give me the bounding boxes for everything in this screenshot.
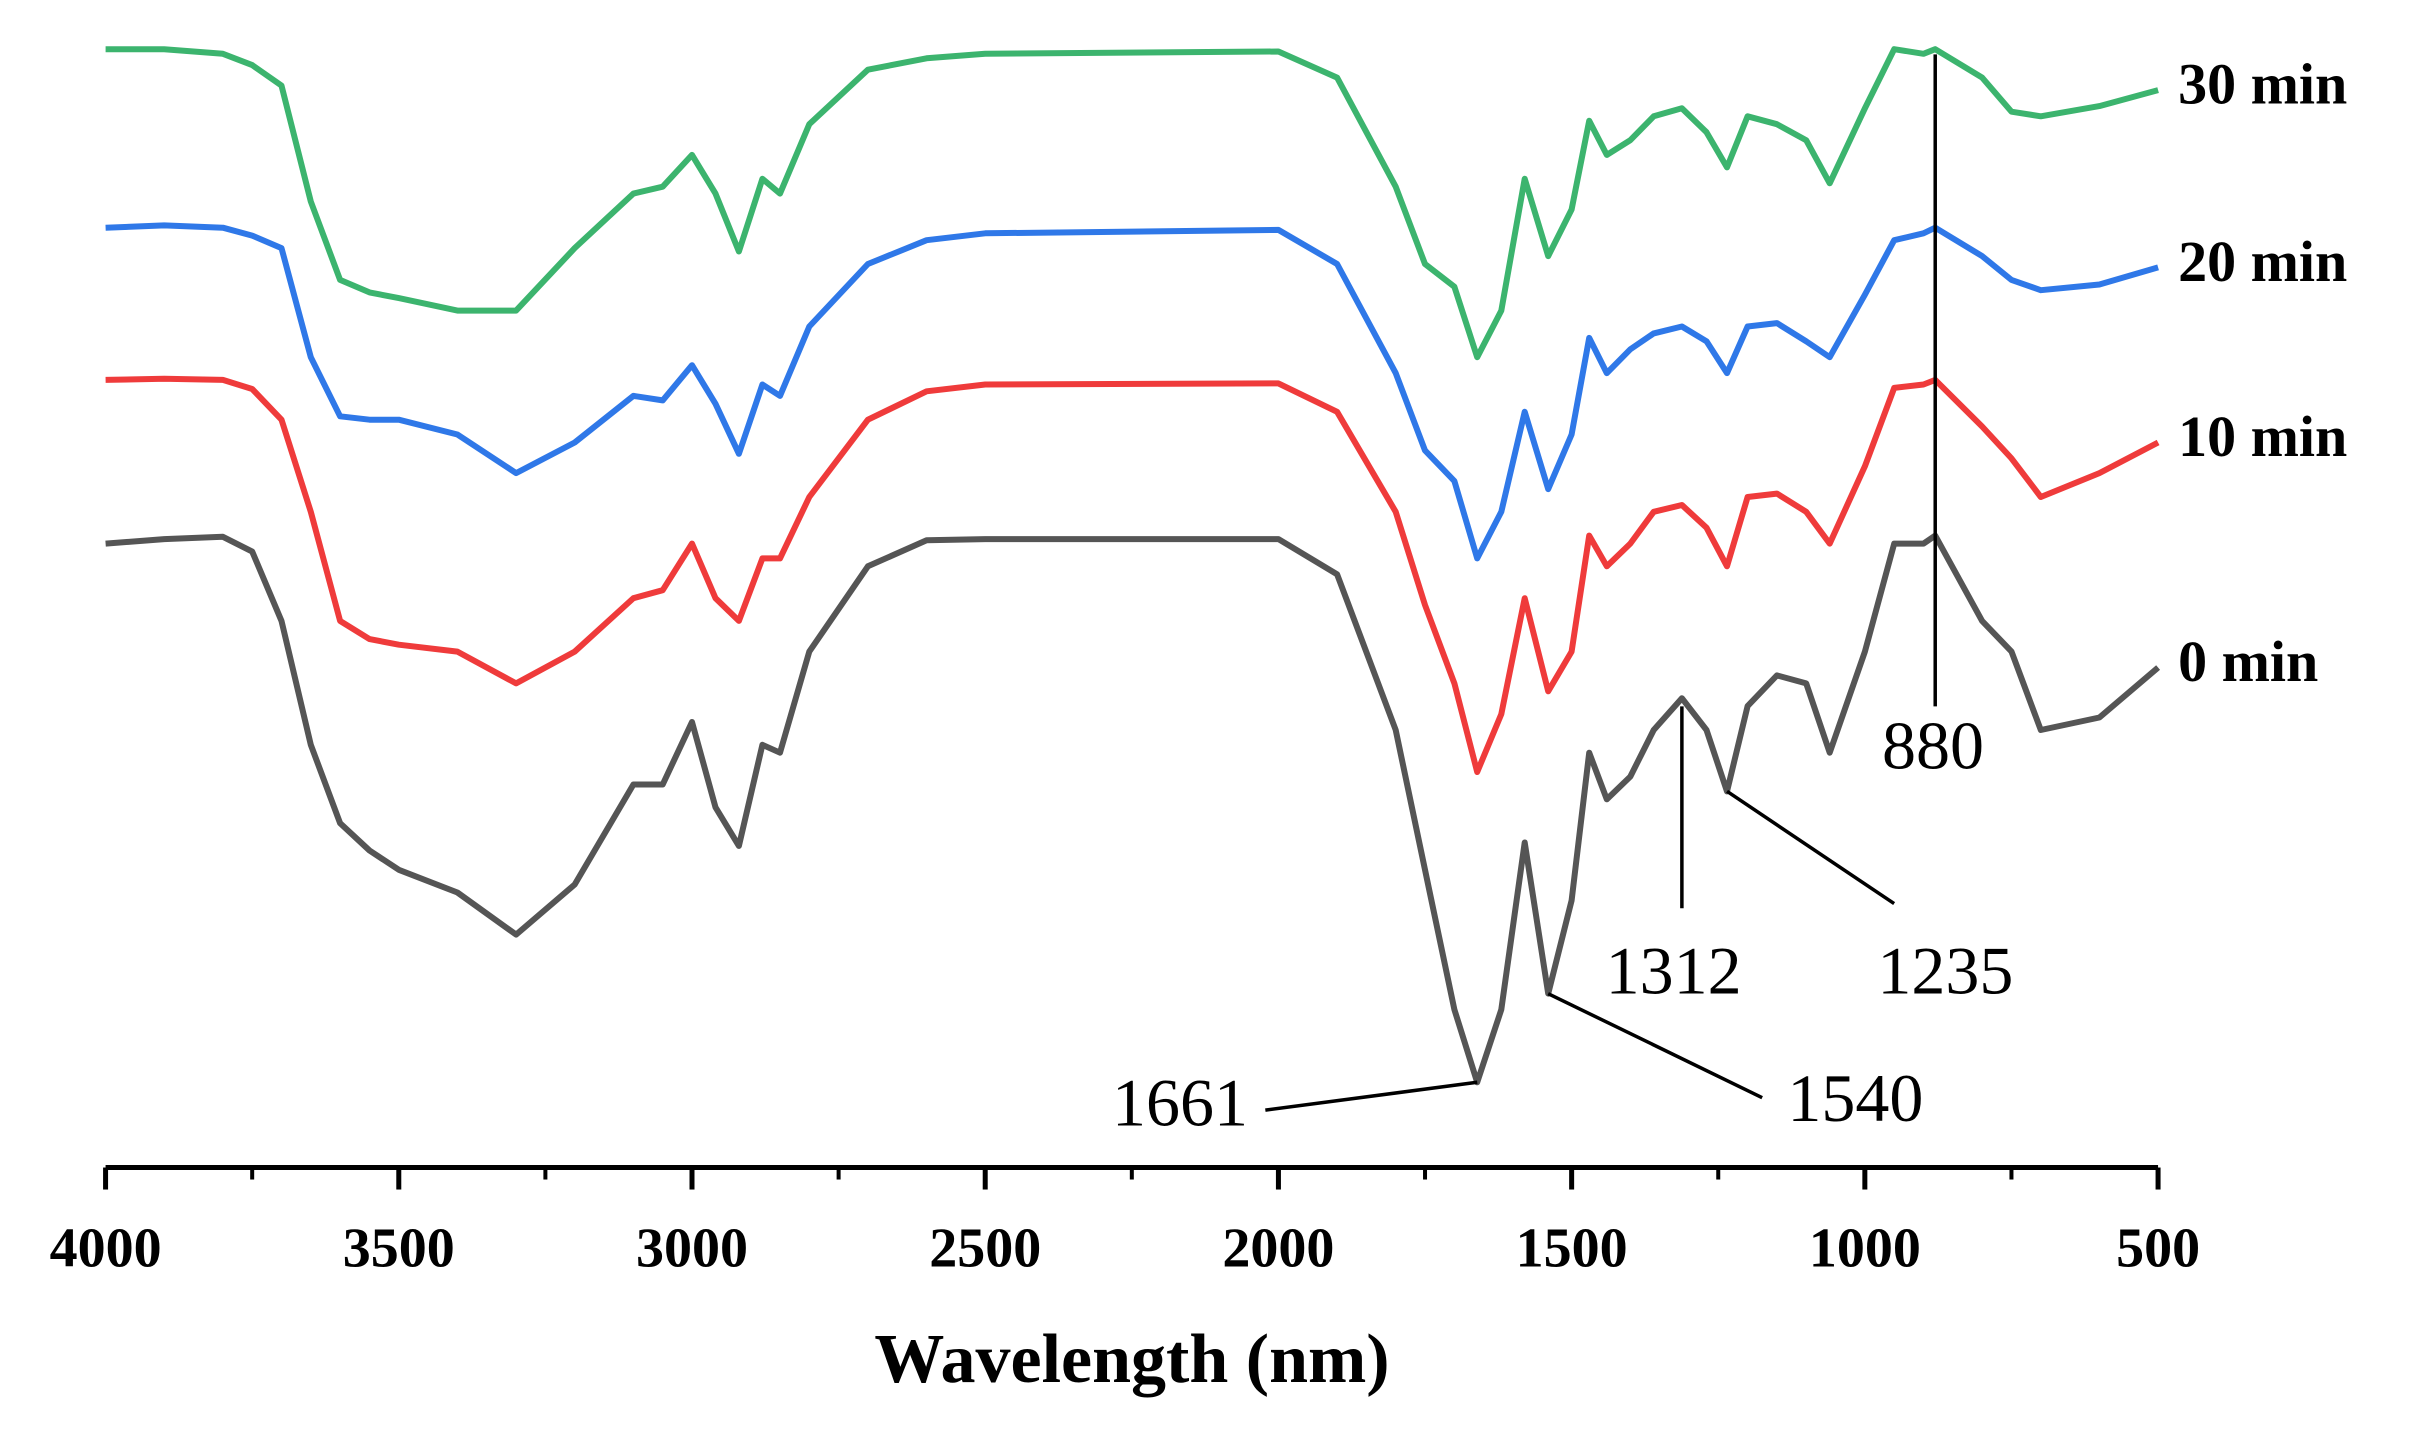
annotation-label: 1312 — [1606, 933, 1742, 1009]
spectrum-line — [105, 46, 2159, 361]
series-label: 20 min — [2178, 229, 2347, 294]
series-label: 30 min — [2178, 51, 2347, 116]
x-tick-label: 1000 — [1809, 1217, 1921, 1279]
x-axis-title: Wavelength (nm) — [874, 1321, 1389, 1398]
annotation-label: 1661 — [1112, 1065, 1248, 1141]
spectrum-line — [105, 222, 2159, 562]
x-tick-label: 1500 — [1516, 1217, 1628, 1279]
annotation-line — [1265, 1080, 1478, 1112]
annotation-label: 1540 — [1787, 1060, 1923, 1136]
x-tick-label: 4000 — [50, 1217, 162, 1279]
annotation-line — [1726, 789, 1896, 906]
x-tick-label: 2500 — [929, 1217, 1041, 1279]
series-label: 10 min — [2178, 404, 2347, 469]
x-tick-label: 2000 — [1222, 1217, 1334, 1279]
series-label: 0 min — [2178, 629, 2318, 694]
x-tick-label: 3000 — [636, 1217, 748, 1279]
annotation-label: 1235 — [1877, 933, 2013, 1009]
annotation-label: 880 — [1882, 708, 1984, 784]
spectrum-line — [105, 375, 2160, 775]
x-tick-label: 3500 — [343, 1217, 455, 1279]
spectrum-line — [105, 532, 2161, 1086]
x-tick-label: 500 — [2116, 1217, 2200, 1279]
annotation-line — [1547, 992, 1763, 1100]
